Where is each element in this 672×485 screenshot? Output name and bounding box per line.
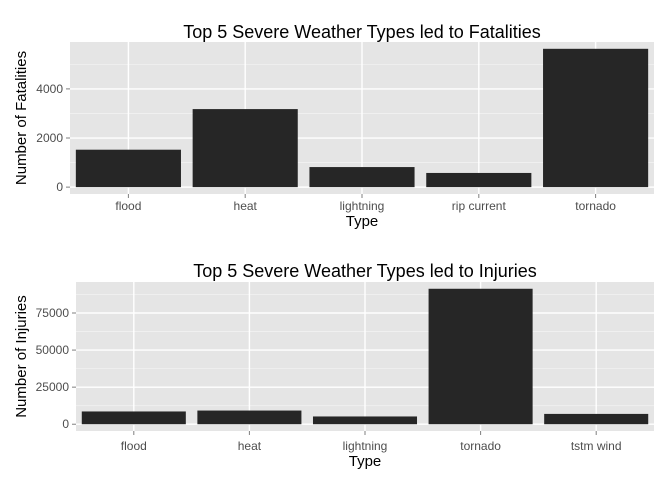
- injuries-x-tick-label-1: heat: [238, 439, 262, 453]
- fatalities-bars: [75, 48, 649, 188]
- fatalities-y-axis-title: Number of Fatalities: [13, 51, 30, 185]
- injuries-y-tick-label-0: 0: [62, 417, 69, 431]
- injuries-y-tick-label-2: 50000: [36, 343, 70, 357]
- injuries-bar-lightning: [312, 416, 418, 425]
- fatalities-bar-heat: [192, 109, 298, 188]
- injuries-y-tick-label-1: 25000: [36, 380, 70, 394]
- injuries-y-axis-title: Number of Injuries: [13, 295, 30, 418]
- fatalities-bar-lightning: [309, 167, 415, 188]
- injuries-bar-tornado: [428, 288, 533, 425]
- fatalities-x-tick-label-1: heat: [234, 199, 258, 213]
- fatalities-x-tick-label-4: tornado: [575, 199, 616, 213]
- fatalities-bar-tornado: [543, 48, 649, 188]
- fatalities-x-tick-label-0: flood: [115, 199, 141, 213]
- injuries-x-tick-label-2: lightning: [343, 439, 388, 453]
- injuries-x-tick-label-0: flood: [121, 439, 147, 453]
- injuries-axis-ticks: 0 25000 50000 75000 flood heat lightning tornad…: [36, 306, 622, 453]
- injuries-chart: 0 25000 50000 75000 flood heat lightning tornad…: [13, 261, 654, 470]
- fatalities-x-tick-label-3: rip current: [452, 199, 507, 213]
- fatalities-x-tick-label-2: lightning: [340, 199, 385, 213]
- fatalities-x-axis-title: Type: [346, 213, 379, 230]
- injuries-bar-heat: [197, 410, 302, 425]
- injuries-y-tick-label-3: 75000: [36, 306, 70, 320]
- fatalities-bar-rip-current: [426, 172, 532, 188]
- injuries-bars: [81, 288, 649, 425]
- injuries-x-axis-title: Type: [349, 453, 382, 470]
- injuries-bar-flood: [81, 411, 186, 425]
- fatalities-chart-title: Top 5 Severe Weather Types led to Fatali…: [183, 22, 541, 42]
- fatalities-bar-flood: [75, 149, 181, 188]
- injuries-x-tick-label-4: tstm wind: [571, 439, 622, 453]
- fatalities-y-tick-label-0: 0: [56, 180, 63, 194]
- fatalities-y-tick-label-1: 2000: [36, 131, 63, 145]
- injuries-chart-title: Top 5 Severe Weather Types led to Injuri…: [193, 261, 537, 281]
- fatalities-chart: 0 2000 4000 flood heat lightning rip current to…: [13, 22, 654, 230]
- injuries-bar-tstm-wind: [544, 413, 649, 425]
- fatalities-y-tick-label-2: 4000: [36, 82, 63, 96]
- fatalities-axis-ticks: 0 2000 4000 flood heat lightning rip current to…: [36, 82, 616, 213]
- injuries-x-tick-label-3: tornado: [460, 439, 501, 453]
